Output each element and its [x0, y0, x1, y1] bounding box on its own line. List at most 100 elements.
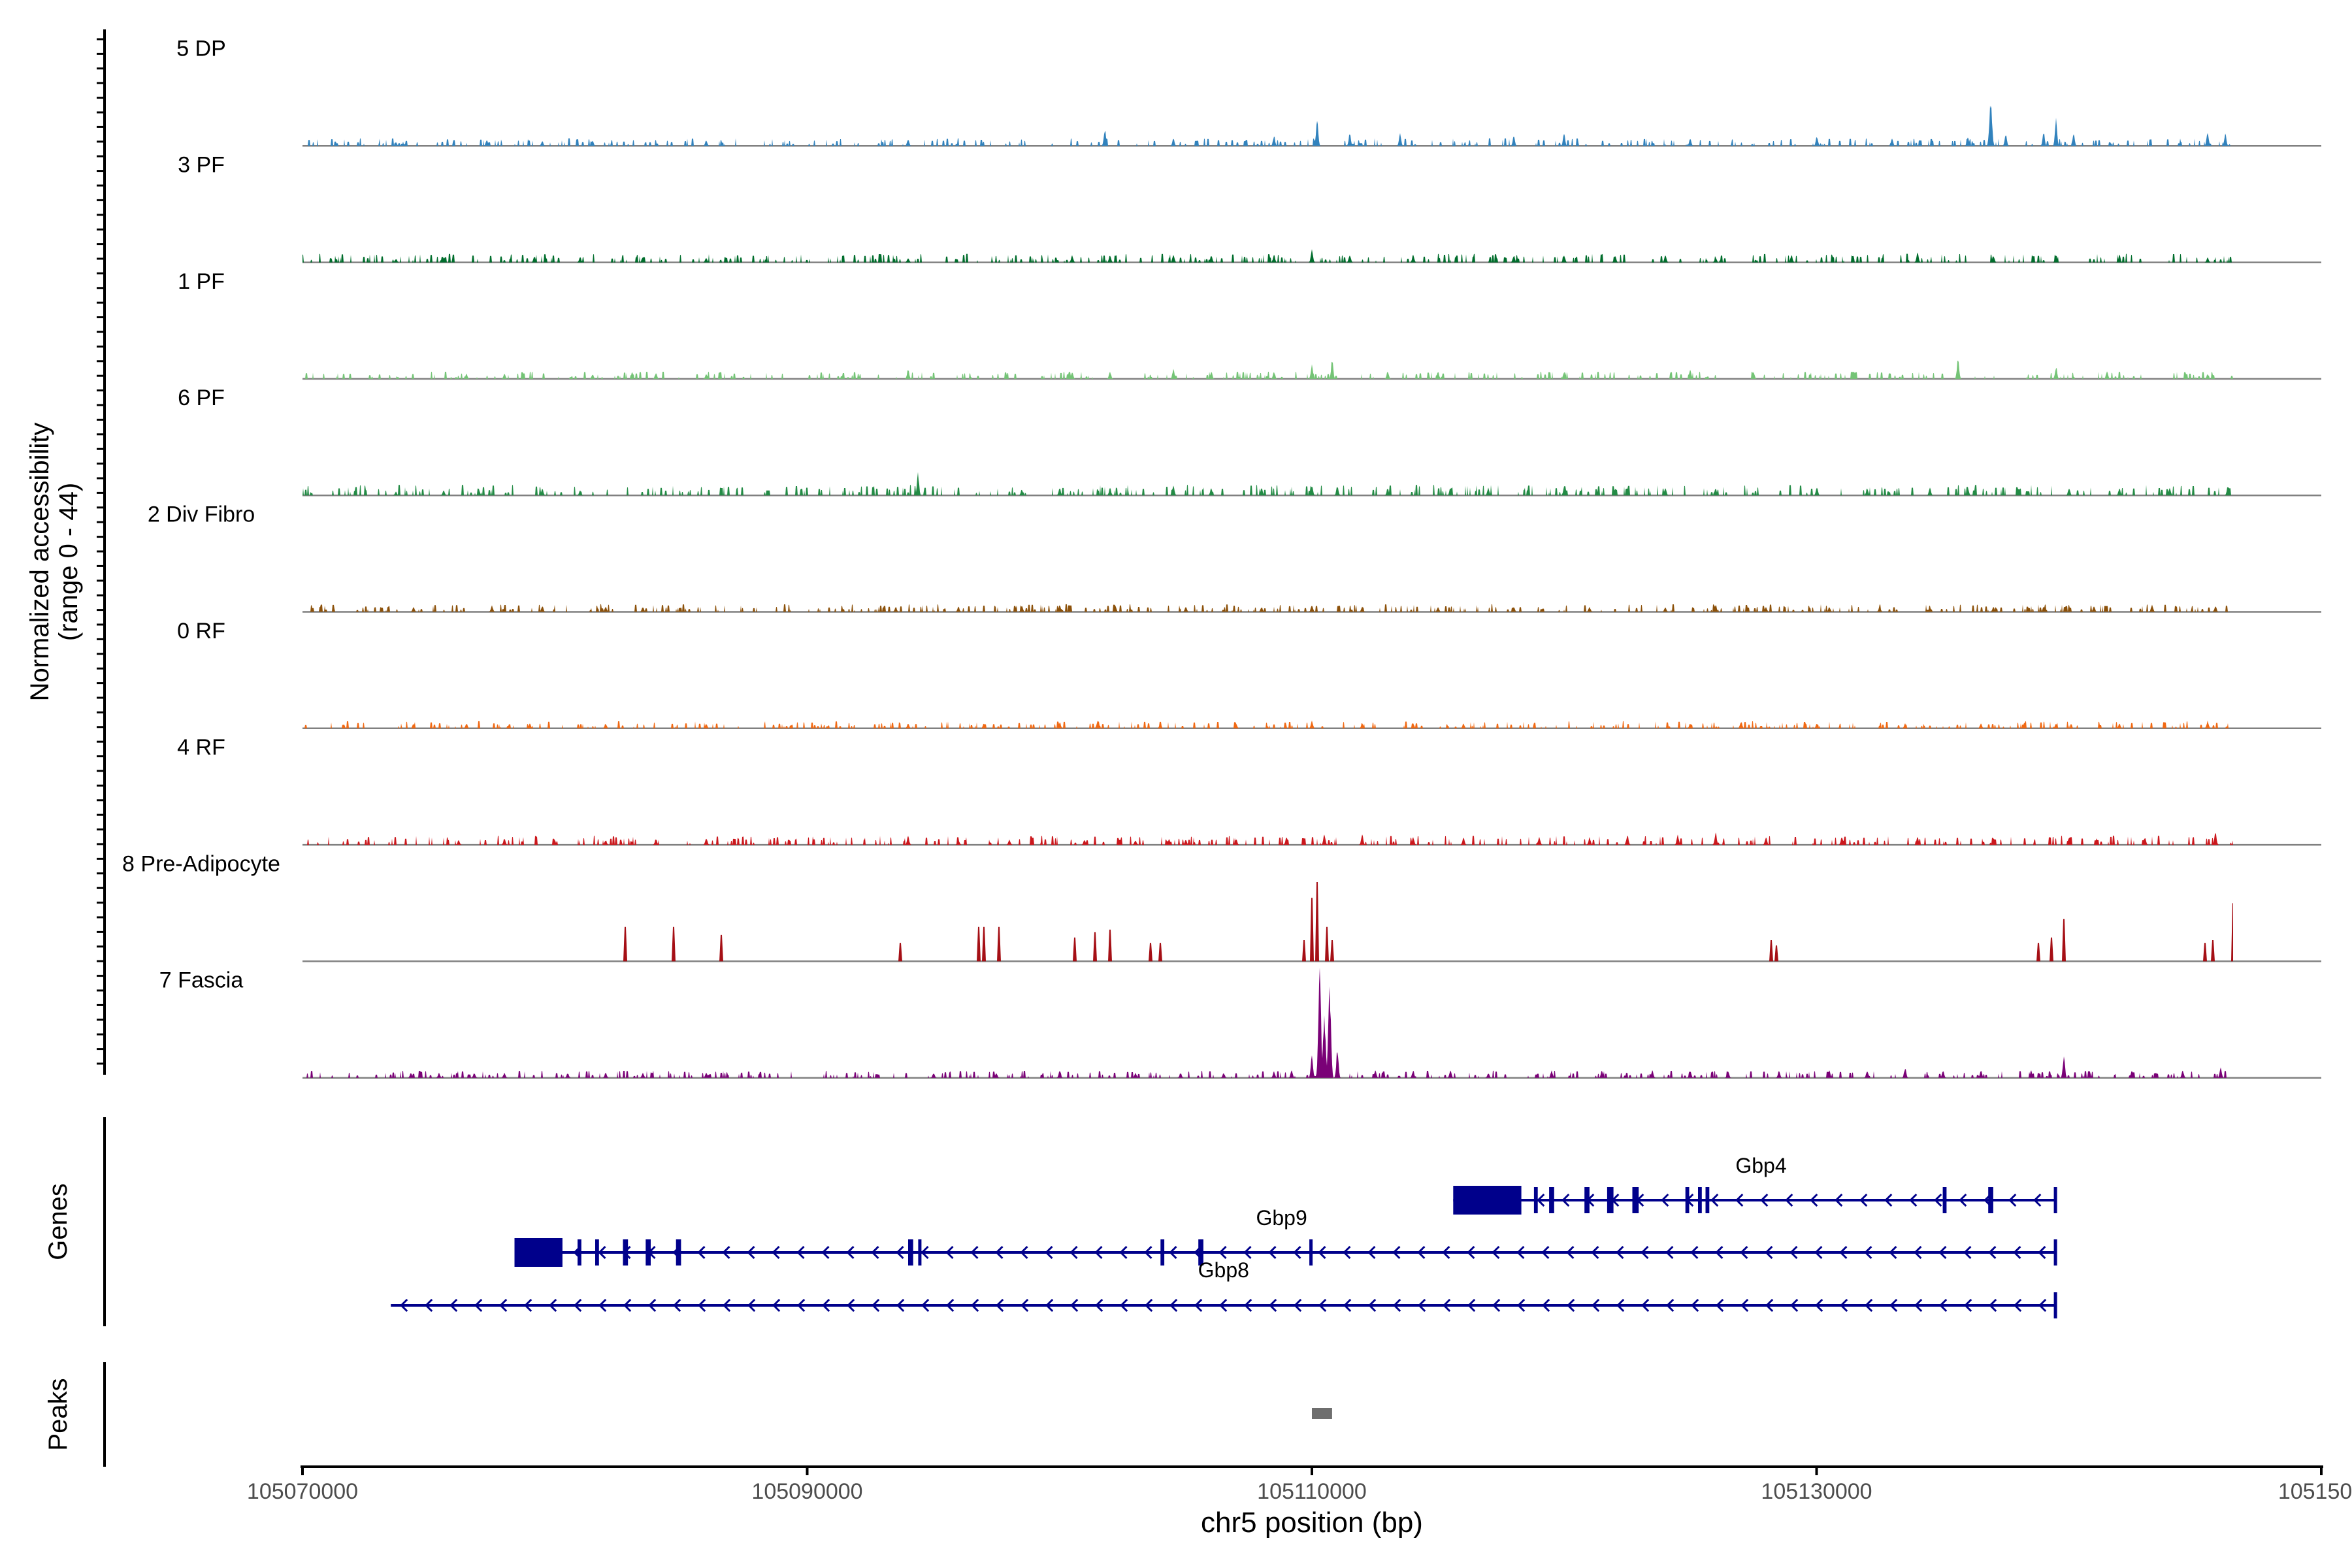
strand-arrow: [1641, 1245, 1649, 1260]
strand-arrow: [945, 1245, 954, 1260]
exon: [2053, 1187, 2057, 1213]
strand-arrow: [1567, 1298, 1575, 1313]
strand-arrow: [1785, 1193, 1793, 1207]
exon: [595, 1239, 599, 1266]
strand-arrow: [946, 1298, 955, 1313]
x-axis: 105070000 105090000 105110000 105130000 1051…: [247, 1465, 2352, 1504]
strand-arrow: [1989, 1298, 1997, 1313]
strand-arrow: [474, 1298, 483, 1313]
x-tick-label: 1051500: [2278, 1479, 2352, 1504]
coverage-area: [302, 604, 2233, 612]
genes-track-label: Genes: [44, 1183, 73, 1260]
exon: [578, 1239, 581, 1266]
coverage-area: [302, 105, 2233, 146]
strand-arrow: [1392, 1245, 1401, 1260]
strand-arrow: [598, 1245, 606, 1260]
coverage-y-axis: [97, 29, 106, 1075]
strand-arrow: [1318, 1245, 1326, 1260]
exon: [1453, 1186, 1522, 1215]
coverage-area: [302, 360, 2233, 379]
strand-arrow: [1144, 1245, 1152, 1260]
strand-arrow: [1418, 1298, 1426, 1313]
exon: [1160, 1239, 1165, 1266]
coverage-track: 3 PF: [178, 153, 2321, 263]
strand-arrow: [574, 1298, 582, 1313]
strand-arrow: [1492, 1245, 1500, 1260]
strand-arrow: [996, 1298, 1004, 1313]
strand-arrow: [1740, 1298, 1749, 1313]
strand-arrow: [1194, 1298, 1203, 1313]
strand-arrow: [449, 1298, 458, 1313]
y-axis-title-line1: Normalized accessibility: [25, 423, 54, 702]
coverage-track: 7 Fascia: [159, 968, 2321, 1079]
coverage-area: [302, 720, 2233, 728]
gene: Gbp4: [1453, 1154, 2057, 1215]
strand-arrow: [1884, 1193, 1893, 1207]
coverage-area: [302, 832, 2233, 845]
strand-arrow: [1417, 1245, 1426, 1260]
strand-arrow: [1243, 1245, 1252, 1260]
strand-arrow: [1169, 1245, 1177, 1260]
strand-arrow: [1045, 1298, 1054, 1313]
strand-arrow: [797, 1298, 806, 1313]
strand-arrow: [1939, 1298, 1948, 1313]
track-label: 3 PF: [178, 153, 225, 178]
exon: [1632, 1187, 1639, 1213]
strand-arrow: [673, 1298, 681, 1313]
strand-arrow: [921, 1298, 930, 1313]
coverage-track: 2 Div Fibro: [148, 502, 2321, 613]
exon: [645, 1239, 651, 1266]
strand-arrow: [1219, 1298, 1228, 1313]
exon: [2053, 1239, 2057, 1266]
exon: [1988, 1187, 1993, 1213]
strand-arrow: [1517, 1298, 1526, 1313]
strand-arrow: [1963, 1245, 1972, 1260]
exon: [918, 1239, 922, 1266]
strand-arrow: [1293, 1245, 1301, 1260]
strand-arrow: [1537, 1193, 1545, 1207]
strand-arrow: [1318, 1298, 1327, 1313]
track-label: 7 Fascia: [159, 968, 244, 993]
exon: [1309, 1239, 1313, 1266]
coverage-area: [302, 472, 2233, 496]
strand-arrow: [1592, 1298, 1600, 1313]
strand-arrow: [400, 1298, 408, 1313]
peaks-track: [1312, 1408, 1332, 1419]
strand-arrow: [549, 1298, 557, 1313]
strand-arrow: [722, 1245, 730, 1260]
strand-arrow: [872, 1298, 880, 1313]
strand-arrow: [1616, 1298, 1625, 1313]
strand-arrow: [723, 1298, 731, 1313]
exon: [1685, 1187, 1690, 1213]
strand-arrow: [598, 1298, 607, 1313]
strand-arrow: [1467, 1245, 1475, 1260]
exon: [1198, 1239, 1203, 1266]
strand-arrow: [1810, 1193, 1818, 1207]
track-label: 0 RF: [177, 619, 225, 644]
strand-arrow: [648, 1298, 657, 1313]
strand-arrow: [846, 1245, 855, 1260]
strand-arrow: [1516, 1245, 1525, 1260]
strand-arrow: [1865, 1298, 1873, 1313]
track-label: 4 RF: [177, 735, 225, 760]
strand-arrow: [1840, 1298, 1848, 1313]
strand-arrow: [1765, 1298, 1774, 1313]
strand-arrow: [1988, 1245, 1997, 1260]
strand-arrow: [1542, 1298, 1550, 1313]
strand-arrow: [1735, 1193, 1744, 1207]
strand-arrow: [896, 1245, 904, 1260]
coverage-track: 0 RF: [177, 619, 2321, 730]
strand-arrow: [1691, 1298, 1699, 1313]
strand-arrow: [2008, 1193, 2017, 1207]
strand-arrow: [1541, 1245, 1550, 1260]
exon: [676, 1239, 681, 1266]
strand-arrow: [1710, 1193, 1719, 1207]
strand-arrow: [1591, 1245, 1599, 1260]
strand-arrow: [1760, 1193, 1769, 1207]
strand-arrow: [1641, 1298, 1650, 1313]
exon: [1942, 1187, 1947, 1213]
strand-arrow: [1789, 1245, 1798, 1260]
exon: [1705, 1187, 1710, 1213]
strand-arrow: [1835, 1193, 1843, 1207]
